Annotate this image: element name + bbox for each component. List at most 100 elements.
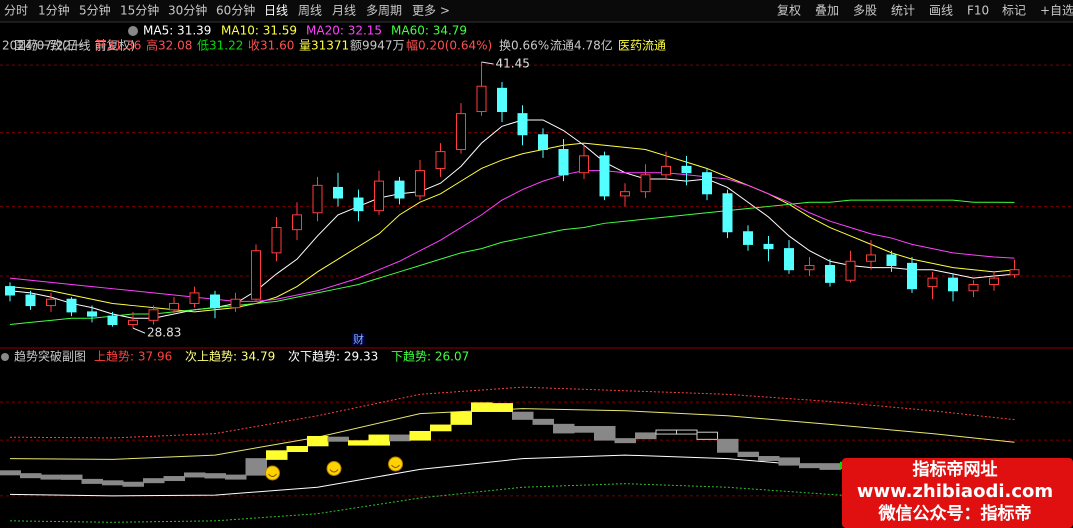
info-item: 2024/07/22/一 [2, 39, 87, 53]
indicator-label: 下趋势: 26.07 [391, 350, 469, 364]
candle-body [538, 134, 548, 150]
max-pointer [481, 61, 494, 65]
info-item: 开31.36 [95, 39, 141, 53]
trend-block [327, 436, 349, 442]
event-marker [352, 333, 365, 346]
indicator-title: 趋势突破副图 [14, 349, 86, 364]
trend-block [614, 438, 636, 444]
toolbar-item[interactable]: 多股 [853, 4, 877, 18]
toolbar-item[interactable]: 1分钟 [38, 3, 70, 18]
trend-block [635, 432, 657, 440]
ma-label: MA10: 31.59 [221, 24, 297, 38]
trend-block [594, 425, 616, 441]
trend-block [204, 473, 226, 479]
trend-block [717, 438, 739, 453]
toolbar-item[interactable]: 分时 [4, 4, 28, 18]
trend-block [348, 440, 370, 446]
toolbar-item[interactable]: 月线 [332, 4, 356, 18]
candle-body [722, 193, 733, 233]
info-item: 流通4.78亿 [550, 38, 613, 53]
toolbar-item[interactable]: +自选 [1040, 4, 1073, 18]
trend-block [81, 478, 103, 484]
candle-body [681, 165, 692, 174]
min-label: 28.83 [147, 326, 181, 340]
trend-block [40, 474, 62, 480]
candle-body [845, 260, 856, 281]
event-label[interactable]: 财 [353, 332, 364, 346]
candle-body [394, 180, 405, 199]
candle-body [743, 231, 753, 245]
trend-block [389, 434, 411, 442]
toolbar-item[interactable]: 60分钟 [216, 3, 255, 18]
toolbar-item[interactable]: 日线 [264, 4, 288, 18]
candle-body [640, 174, 651, 193]
trend-block [184, 472, 206, 478]
trend-block [20, 473, 42, 479]
trend-block [307, 435, 329, 447]
signal-smile [391, 464, 400, 468]
toolbar-item[interactable]: 更多 > [412, 4, 450, 18]
candle-body [230, 298, 241, 309]
candle-body [763, 243, 774, 250]
candle-body [169, 302, 179, 311]
info-item: 额9947万 [350, 39, 405, 53]
icon [128, 26, 138, 36]
candle-body [107, 315, 118, 326]
candle-body [148, 309, 159, 321]
trend-block [368, 434, 390, 446]
candle-body [87, 311, 97, 317]
ma-line [9, 119, 1015, 319]
signal-icon [388, 456, 403, 472]
trend-block [286, 446, 308, 453]
toolbar-item[interactable]: 复权 [777, 4, 801, 18]
info-item: 幅0.20(0.64%) [406, 38, 492, 53]
indicator-label: 次下趋势: 29.33 [288, 350, 378, 364]
chart-title: 国药一致(日线 前复权) [14, 38, 135, 53]
ma-label: MA60: 34.79 [391, 24, 467, 38]
info-item: 低31.22 [197, 39, 243, 53]
trend-block [102, 480, 124, 486]
candle-body [5, 286, 15, 296]
trend-block [0, 470, 21, 476]
trend-block [676, 429, 698, 435]
trend-block [409, 430, 431, 441]
toolbar-item[interactable]: 周线 [298, 4, 322, 18]
candle-body [312, 184, 323, 214]
toolbar-item[interactable]: 标记 [1002, 4, 1026, 18]
trend-block [163, 476, 185, 482]
trend-block [696, 431, 718, 440]
trend-block [471, 402, 493, 412]
toolbar-item[interactable]: 画线 [929, 4, 953, 18]
trend-block [266, 450, 288, 460]
trend-block [553, 423, 575, 434]
candle-body [251, 250, 261, 300]
toolbar-item[interactable]: 30分钟 [168, 3, 207, 18]
info-item: 换0.66% [499, 39, 549, 53]
candle-body [804, 264, 815, 271]
signal-smile [329, 469, 339, 473]
candle-body [189, 292, 200, 304]
candle-body [456, 113, 466, 150]
candle-body [661, 165, 671, 176]
toolbar-item[interactable]: 多周期 [366, 4, 402, 18]
trend-block [122, 481, 144, 487]
info-item: 医药流通 [618, 39, 666, 53]
ma-label: MA20: 32.15 [306, 24, 382, 38]
toolbar [0, 0, 1073, 22]
toolbar-item[interactable]: 统计 [891, 4, 915, 18]
trend-block [655, 429, 677, 435]
trend-block [799, 463, 821, 469]
candle-body [66, 298, 77, 313]
min-pointer [132, 327, 146, 334]
toolbar-item[interactable]: 15分钟 [120, 3, 159, 18]
signal-smile [268, 473, 277, 477]
toolbar-item[interactable]: F10 [967, 4, 989, 18]
toolbar-item[interactable]: 5分钟 [79, 3, 111, 18]
trend-block [532, 418, 554, 425]
candle-body [476, 85, 487, 113]
trend-block [491, 403, 513, 412]
candle-body [886, 254, 897, 266]
toolbar-item[interactable]: 叠加 [815, 4, 839, 18]
trend-block [430, 424, 452, 432]
